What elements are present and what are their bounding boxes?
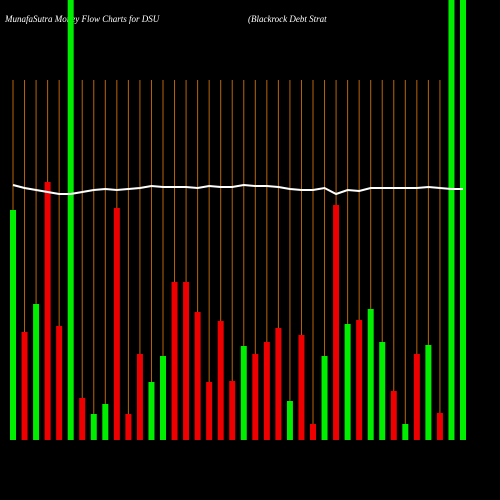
- chart-title: MunafaSutra Money Flow Charts for DSU: [4, 14, 160, 24]
- bar: [33, 304, 40, 440]
- bar: [310, 424, 316, 440]
- bar: [171, 282, 178, 440]
- bar: [56, 326, 63, 440]
- bar: [413, 354, 420, 440]
- bar: [44, 182, 51, 440]
- chart-subtitle: (Blackrock Debt Strat: [248, 14, 327, 24]
- bar: [321, 356, 328, 440]
- bar: [79, 398, 86, 440]
- bar: [194, 312, 201, 440]
- bar: [379, 342, 386, 440]
- bar: [136, 354, 143, 440]
- bar: [183, 282, 190, 440]
- bar: [113, 208, 120, 440]
- bar: [21, 332, 28, 440]
- bar: [160, 356, 166, 440]
- bar: [252, 354, 259, 440]
- bar: [286, 401, 293, 440]
- bar: [102, 404, 109, 440]
- bar: [229, 381, 236, 440]
- bar: [436, 413, 443, 440]
- bar: [90, 414, 97, 440]
- bar: [217, 321, 224, 440]
- line-series: [12, 183, 463, 196]
- bar: [10, 210, 16, 440]
- bar: [125, 414, 132, 440]
- bar: [367, 309, 374, 440]
- bar: [402, 424, 409, 440]
- bar: [425, 345, 432, 440]
- bar: [356, 320, 363, 440]
- bar: [148, 382, 155, 440]
- bar: [390, 391, 397, 440]
- bar: [460, 0, 466, 440]
- bar: [333, 205, 340, 440]
- bar: [275, 328, 282, 440]
- bar: [67, 0, 74, 440]
- bar: [344, 324, 351, 440]
- bar: [298, 335, 305, 440]
- bar: [240, 346, 247, 440]
- bar: [206, 382, 213, 440]
- bar: [263, 342, 270, 440]
- bar: [448, 0, 455, 440]
